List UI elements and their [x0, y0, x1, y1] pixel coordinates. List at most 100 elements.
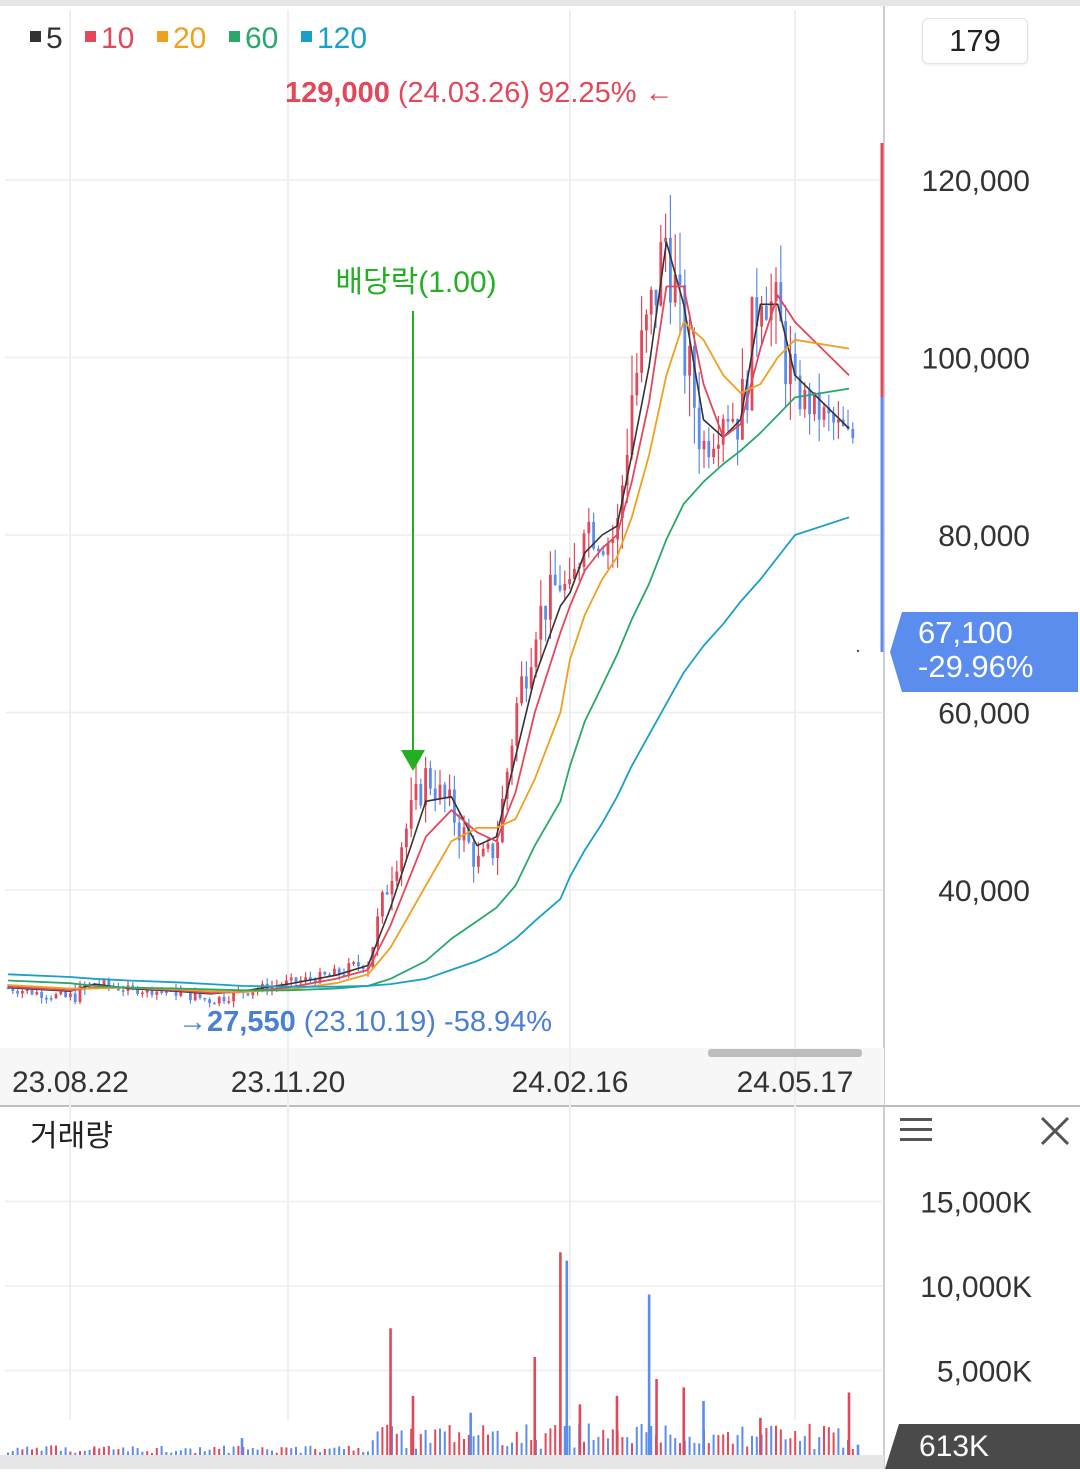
legend-swatch-60	[229, 31, 240, 42]
candle-body	[409, 800, 413, 829]
legend-label-10: 10	[101, 22, 134, 55]
candle-body	[193, 993, 197, 1001]
candle-body	[198, 993, 202, 998]
candle-body	[136, 987, 139, 994]
candle-body	[25, 989, 29, 991]
candle-body	[59, 991, 63, 995]
candle-body	[822, 407, 826, 420]
candle-body	[323, 972, 327, 975]
candle-body	[731, 418, 735, 422]
candle-body	[774, 282, 778, 302]
current-volume-tag-shape	[885, 1424, 1080, 1469]
candle-body	[227, 1001, 231, 1003]
current-price-tag: 67,100 -29.96%	[890, 612, 1078, 692]
candle-body	[145, 988, 149, 993]
candle-body	[155, 991, 159, 995]
candle-body	[467, 827, 471, 843]
candle-body	[501, 798, 504, 843]
volume-tick-label: 10,000K	[920, 1271, 1032, 1304]
candle-body	[549, 574, 552, 620]
y-tick-label: 60,000	[938, 698, 1030, 731]
candle-body	[400, 847, 403, 872]
candle-body	[582, 533, 586, 567]
candle-body	[30, 989, 34, 995]
candle-body	[121, 990, 125, 992]
candle-body	[491, 843, 495, 858]
candle-body	[697, 407, 701, 450]
candle-body	[342, 974, 346, 977]
candle-body	[64, 991, 67, 998]
candle-body	[745, 378, 749, 411]
x-tick-label: 23.08.22	[12, 1066, 129, 1099]
candle-body	[78, 985, 82, 1002]
candle-body	[251, 992, 255, 996]
candle-body	[453, 789, 456, 823]
candle-body	[832, 413, 835, 423]
candle-body	[208, 999, 211, 1003]
candle-body	[640, 330, 643, 373]
candle-body	[376, 916, 379, 948]
candle-body	[789, 353, 792, 385]
candle-body	[597, 548, 600, 552]
x-tick-label: 23.11.20	[231, 1066, 346, 1099]
candle-body	[69, 993, 72, 998]
candle-body	[102, 980, 106, 986]
candle-body	[371, 947, 375, 968]
ma-line-10	[8, 285, 850, 994]
candle-body	[678, 274, 682, 286]
candle-body	[573, 568, 576, 580]
menu-icon[interactable]	[900, 1118, 932, 1144]
candle-body	[333, 968, 336, 976]
candle-body	[817, 392, 821, 420]
candle-body	[232, 991, 235, 1002]
candle-body	[390, 880, 394, 895]
candle-body	[827, 407, 831, 414]
legend-swatch-5	[30, 31, 41, 42]
candle-body	[285, 980, 288, 986]
candle-body	[414, 783, 418, 801]
candle-body	[477, 855, 480, 867]
legend-label-20: 20	[173, 22, 206, 55]
candle-body	[443, 784, 447, 799]
candle-body	[525, 676, 528, 689]
candle-body	[553, 574, 557, 586]
candle-body	[755, 297, 759, 327]
candle-body	[381, 892, 384, 917]
visible-count-box[interactable]: 179	[922, 18, 1028, 64]
candle-body	[611, 539, 615, 543]
candle-body	[395, 871, 399, 881]
candle-body	[635, 372, 639, 396]
candle-body	[726, 418, 730, 422]
candle-body	[189, 990, 192, 1001]
volume-tick-label: 15,000K	[920, 1187, 1032, 1220]
candle-body	[736, 418, 739, 440]
candle-body	[54, 994, 58, 999]
candle-body	[721, 418, 725, 445]
candle-body	[654, 289, 658, 306]
close-icon[interactable]	[1038, 1114, 1072, 1148]
candle-body	[659, 242, 663, 306]
candle-body	[486, 843, 490, 849]
y-tick-label: 100,000	[922, 343, 1030, 376]
scroll-thumb[interactable]	[708, 1049, 862, 1057]
volume-title: 거래량	[30, 1120, 113, 1153]
candle-body	[505, 771, 509, 799]
candle-body	[784, 321, 787, 385]
candle-body	[107, 980, 111, 986]
candle-body	[448, 789, 451, 799]
volume-tick-label: 5,000K	[937, 1356, 1032, 1389]
candle-body	[222, 996, 226, 1002]
current-price-tag-shape	[890, 612, 1078, 692]
candle-body	[6, 987, 10, 990]
candle-body	[587, 521, 591, 534]
candle-body	[496, 842, 499, 858]
candle-body	[131, 985, 135, 988]
candle-body	[664, 237, 667, 243]
x-tick-label: 24.05.17	[737, 1066, 854, 1099]
legend-swatch-10	[85, 31, 96, 42]
candle-body	[174, 988, 178, 996]
legend-swatch-20	[157, 31, 168, 42]
y-tick-label: 40,000	[938, 875, 1030, 908]
